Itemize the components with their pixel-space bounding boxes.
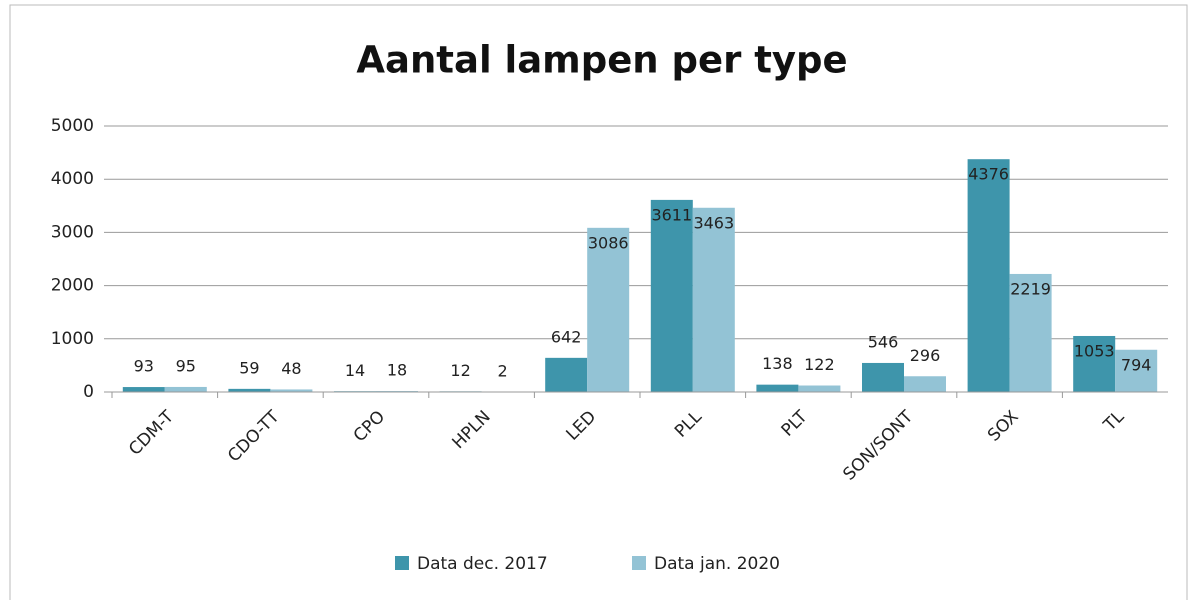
bar xyxy=(228,388,271,392)
chart-title: Aantal lampen per type xyxy=(356,39,847,82)
y-tick-label: 2000 xyxy=(51,276,94,296)
y-tick-label: 0 xyxy=(83,382,94,402)
bar xyxy=(270,389,313,392)
legend-label: Data dec. 2017 xyxy=(417,554,548,574)
y-tick-label: 1000 xyxy=(51,329,94,349)
bar xyxy=(1115,349,1158,392)
data-label: 95 xyxy=(176,356,196,375)
data-label: 12 xyxy=(450,361,470,380)
data-label: 4376 xyxy=(968,165,1009,184)
bar xyxy=(862,362,904,392)
data-label: 48 xyxy=(281,359,301,378)
bar xyxy=(692,207,735,392)
data-label: 138 xyxy=(762,354,793,373)
y-tick-label: 3000 xyxy=(51,222,94,242)
bar xyxy=(1009,273,1052,392)
data-label: 14 xyxy=(345,361,365,380)
y-tick-label: 5000 xyxy=(51,116,94,136)
data-label: 546 xyxy=(868,332,899,351)
data-label: 18 xyxy=(387,361,407,380)
data-label: 2 xyxy=(498,361,508,380)
legend-swatch xyxy=(632,556,646,570)
data-label: 3463 xyxy=(693,213,734,232)
data-label: 2219 xyxy=(1010,279,1051,298)
data-label: 3611 xyxy=(651,205,692,224)
data-label: 642 xyxy=(551,327,582,346)
data-label: 3086 xyxy=(588,233,629,252)
bar xyxy=(1073,335,1116,392)
bar xyxy=(545,357,588,392)
bar xyxy=(587,227,630,392)
y-tick-label: 4000 xyxy=(51,169,94,189)
data-label: 122 xyxy=(804,355,835,374)
legend-swatch xyxy=(395,556,409,570)
bar xyxy=(967,159,1010,392)
bar xyxy=(756,384,799,392)
data-label: 1053 xyxy=(1074,341,1115,360)
bar xyxy=(122,387,165,392)
bar xyxy=(650,199,693,392)
bar xyxy=(798,385,841,392)
bar xyxy=(164,386,207,392)
data-label: 93 xyxy=(134,357,154,376)
bar xyxy=(904,376,946,392)
data-label: 794 xyxy=(1121,355,1152,374)
data-label: 296 xyxy=(910,346,941,365)
data-label: 59 xyxy=(239,358,259,377)
legend-label: Data jan. 2020 xyxy=(654,554,780,574)
